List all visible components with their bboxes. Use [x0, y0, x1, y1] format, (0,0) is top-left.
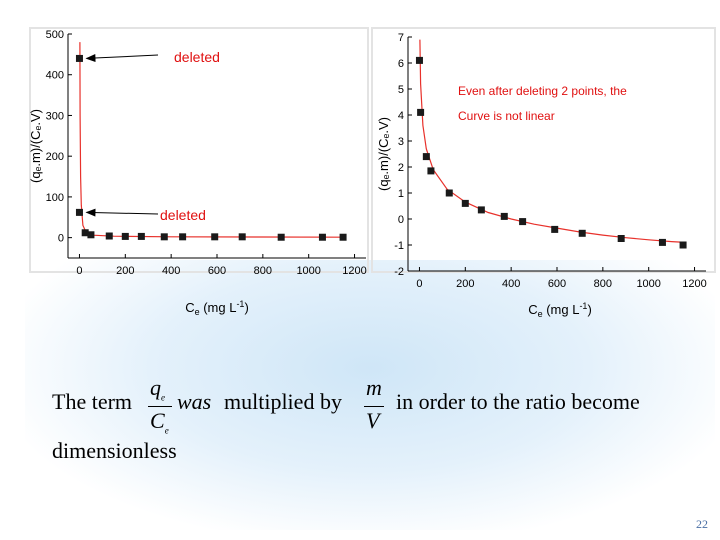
right-x-tick-label: 1200: [682, 278, 706, 290]
left-x-axis-label: Ce (mg L-1): [185, 299, 249, 317]
right-data-point: [445, 189, 453, 197]
left-x-tick-label: 600: [208, 265, 226, 277]
left-chart-frame: [29, 27, 369, 273]
right-data-point: [415, 56, 423, 64]
left-data-point: [339, 233, 347, 241]
deleted-arrow: [85, 208, 159, 217]
right-data-point: [500, 212, 508, 220]
right-data-point: [679, 241, 687, 249]
right-data-point: [551, 225, 559, 233]
right-data-point: [417, 108, 425, 116]
right-y-tick-label: 1: [398, 188, 404, 200]
left-x-tick-label: 800: [254, 265, 272, 277]
right-data-point: [617, 235, 625, 242]
right-x-tick-label: 1000: [636, 278, 660, 290]
left-data-point: [179, 233, 187, 241]
eq-frac2-numerator: m: [366, 375, 382, 400]
left-x-tick-label: 400: [162, 265, 180, 277]
left-x-tick-label: 1000: [296, 265, 320, 277]
right-data-point: [461, 199, 469, 207]
eq-dimensionless: dimensionless: [52, 438, 177, 463]
left-data-point: [318, 233, 326, 241]
left-data-point: [105, 232, 113, 240]
eq-frac2-denominator: V: [366, 408, 380, 433]
right-x-tick-label: 600: [548, 278, 566, 290]
eq-was: was: [177, 389, 212, 414]
left-chart: 0 100 200 300 400 500 0 200 400 600 800 1000 1200 Ce …: [28, 27, 369, 317]
right-y-tick-label: 7: [398, 32, 404, 44]
left-data-point: [75, 54, 83, 62]
right-y-tick-label: -1: [394, 240, 404, 252]
right-data-point: [578, 229, 586, 237]
slide-number: 22: [696, 517, 708, 531]
right-x-axis-label: Ce (mg L-1): [528, 301, 592, 319]
left-data-point: [211, 233, 219, 241]
right-y-axis-label: (qₑ.m)/(Cₑ.V): [376, 117, 391, 191]
left-y-tick-label: 0: [58, 233, 64, 245]
eq-frac2-bar: [364, 406, 384, 407]
left-y-axis-label: (qₑ.m)/(Cₑ.V): [28, 109, 43, 183]
right-data-point: [519, 218, 527, 226]
right-y-tick-label: 3: [398, 136, 404, 148]
right-data-point: [427, 167, 435, 175]
left-y-tick-label: 300: [46, 110, 64, 122]
eq-frac1-denominator: Ce: [150, 408, 169, 436]
left-x-tick-label: 200: [116, 265, 134, 277]
right-x-tick-label: 400: [502, 278, 520, 290]
deleted-label: deleted: [160, 207, 206, 223]
left-data-point: [238, 233, 246, 241]
left-data-point: [81, 229, 89, 237]
deleted-arrow: [85, 54, 159, 62]
right-y-tick-label: 5: [398, 84, 404, 96]
left-data-point: [277, 233, 285, 241]
deleted-label: deleted: [174, 49, 220, 65]
right-x-tick-label: 200: [456, 278, 474, 290]
right-y-tick-label: 6: [398, 58, 404, 70]
note-label: Even after deleting 2 points, the: [458, 84, 627, 98]
background-glow: [25, 260, 715, 530]
right-x-tick-label: 800: [594, 278, 612, 290]
right-data-point: [477, 206, 485, 214]
left-y-tick-label: 200: [46, 151, 64, 163]
right-chart: -2 -1 0 1 2 3 4 5 6 7 0 200 400 600 800 1000 1200 Ce (mg …: [371, 27, 716, 319]
left-data-point: [121, 232, 129, 240]
eq-frac1-numerator: qe: [150, 375, 165, 403]
eq-multiplied-by: multiplied by: [224, 389, 342, 414]
left-data-point: [160, 233, 168, 241]
left-x-tick-label: 0: [76, 265, 82, 277]
left-fit-curve: [79, 42, 346, 238]
left-x-tick-label: 1200: [342, 265, 366, 277]
right-y-tick-label: 4: [398, 110, 404, 122]
explanation-equation: The term qe Ce was multiplied by m V in …: [52, 375, 712, 468]
right-y-tick-label: 2: [398, 162, 404, 174]
right-fit-curve: [419, 39, 686, 243]
left-y-tick-label: 500: [46, 29, 64, 41]
left-data-point: [75, 208, 83, 216]
right-data-point: [658, 238, 666, 246]
right-chart-frame: [371, 27, 716, 273]
left-y-tick-label: 100: [46, 192, 64, 204]
note-label: Curve is not linear: [458, 109, 555, 123]
eq-in-order: in order to the ratio become: [396, 389, 640, 414]
right-y-tick-label: 0: [398, 214, 404, 226]
eq-frac1-bar: [148, 406, 172, 407]
right-y-tick-label: -2: [394, 266, 404, 278]
right-x-tick-label: 0: [416, 278, 422, 290]
left-y-tick-label: 400: [46, 70, 64, 82]
left-data-point: [87, 231, 95, 239]
eq-the-term: The term: [52, 389, 133, 414]
right-data-point: [422, 153, 430, 161]
left-data-point: [137, 232, 145, 240]
